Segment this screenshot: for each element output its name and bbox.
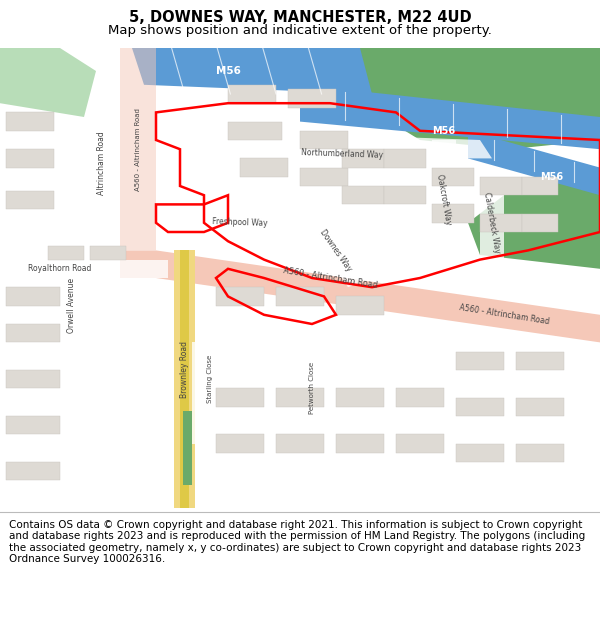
Polygon shape [0,48,96,117]
Bar [342,149,384,168]
Bar [6,112,54,131]
Bar [216,288,264,306]
Bar [288,89,336,107]
Text: Starling Close: Starling Close [207,355,213,403]
Polygon shape [480,177,504,259]
Bar [276,288,324,306]
Text: Contains OS data © Crown copyright and database right 2021. This information is : Contains OS data © Crown copyright and d… [9,520,585,564]
Bar [228,122,282,140]
Bar [522,177,558,195]
Bar [480,177,522,195]
Text: A560 - Altrincham Road: A560 - Altrincham Road [135,107,141,191]
Text: A560 - Altrincham Road: A560 - Altrincham Road [458,303,550,326]
Bar [456,352,504,370]
Polygon shape [132,48,372,94]
Bar [6,324,60,342]
Text: Northumberland Way: Northumberland Way [301,148,383,160]
Bar [6,370,60,388]
Bar [516,444,564,462]
Text: Petworth Close: Petworth Close [309,362,315,414]
Polygon shape [300,342,324,444]
Polygon shape [300,85,600,149]
Bar [300,168,348,186]
Bar [6,149,54,168]
Bar [300,131,348,149]
Text: Brownley Road: Brownley Road [181,341,190,399]
Bar [216,388,264,407]
Text: M56: M56 [541,172,563,182]
Bar [480,214,522,232]
Text: Orwell Avenue: Orwell Avenue [67,278,77,333]
Bar [432,204,474,222]
Bar [384,186,426,204]
Bar [48,246,84,259]
Bar [456,398,504,416]
Bar [276,388,324,407]
Bar [396,434,444,452]
Bar [174,251,195,508]
Polygon shape [192,168,240,204]
Text: Map shows position and indicative extent of the property.: Map shows position and indicative extent… [108,24,492,38]
Polygon shape [192,342,216,444]
Text: Calderbeck Way: Calderbeck Way [482,192,502,254]
Bar [516,398,564,416]
Bar [516,352,564,370]
Bar [228,85,276,103]
Text: 5, DOWNES WAY, MANCHESTER, M22 4UD: 5, DOWNES WAY, MANCHESTER, M22 4UD [128,9,472,24]
Polygon shape [300,214,372,288]
Bar [336,296,384,315]
Polygon shape [228,131,492,158]
Text: Downes Way: Downes Way [318,228,354,273]
Polygon shape [468,168,600,269]
Bar [336,434,384,452]
Polygon shape [156,204,324,241]
Bar [342,186,384,204]
Text: A560 - Altrincham Road: A560 - Altrincham Road [282,266,378,290]
Bar [216,434,264,452]
Polygon shape [360,48,600,149]
Polygon shape [468,131,600,195]
Bar [6,191,54,209]
Text: Oakcroft Way: Oakcroft Way [435,174,453,226]
Bar [240,158,288,177]
Text: M56: M56 [215,66,241,76]
Bar [90,246,126,259]
Bar [384,149,426,168]
Bar [6,462,60,481]
Bar [6,288,60,306]
Bar [456,444,504,462]
Bar [6,416,60,434]
Polygon shape [0,259,168,278]
Bar [522,214,558,232]
Polygon shape [432,140,456,251]
Polygon shape [120,251,600,343]
Bar [183,411,192,485]
Bar [276,434,324,452]
Bar [432,168,474,186]
Polygon shape [120,48,156,251]
Bar [396,388,444,407]
Bar [180,251,189,508]
Bar [336,388,384,407]
Text: Freshpool Way: Freshpool Way [212,217,268,228]
Text: M56: M56 [433,126,455,136]
Text: Royalthorn Road: Royalthorn Road [28,264,92,273]
Text: Altrincham Road: Altrincham Road [97,131,107,195]
